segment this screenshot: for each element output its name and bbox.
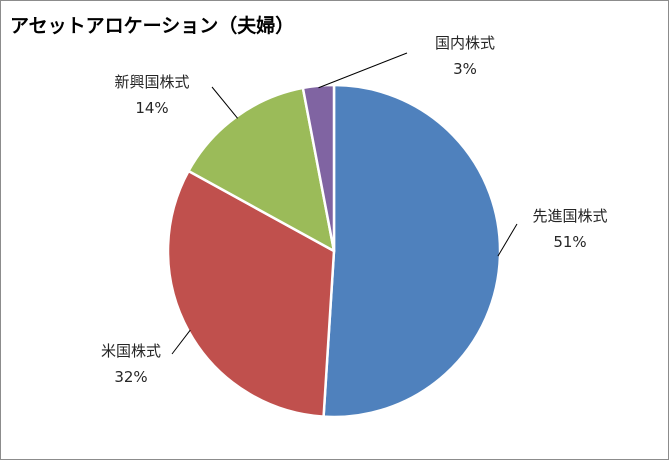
pie-slice xyxy=(322,83,502,419)
slice-value-label: 32% xyxy=(114,368,147,386)
slice-label: 先進国株式 xyxy=(532,207,607,225)
leader-line xyxy=(318,52,408,89)
chart-title: アセットアロケーション（夫婦） xyxy=(10,15,295,37)
slice-label: 米国株式 xyxy=(101,342,161,360)
pie-slice xyxy=(301,83,336,253)
leader-line xyxy=(171,329,191,355)
slice-label: 新興国株式 xyxy=(114,73,189,91)
slice-value-label: 51% xyxy=(553,233,586,251)
pie-slice xyxy=(166,169,336,418)
leader-line xyxy=(211,86,238,119)
slice-value-label: 14% xyxy=(135,99,168,117)
leader-line xyxy=(497,223,518,257)
slice-label: 国内株式 xyxy=(435,34,495,52)
slice-value-label: 3% xyxy=(453,60,477,78)
